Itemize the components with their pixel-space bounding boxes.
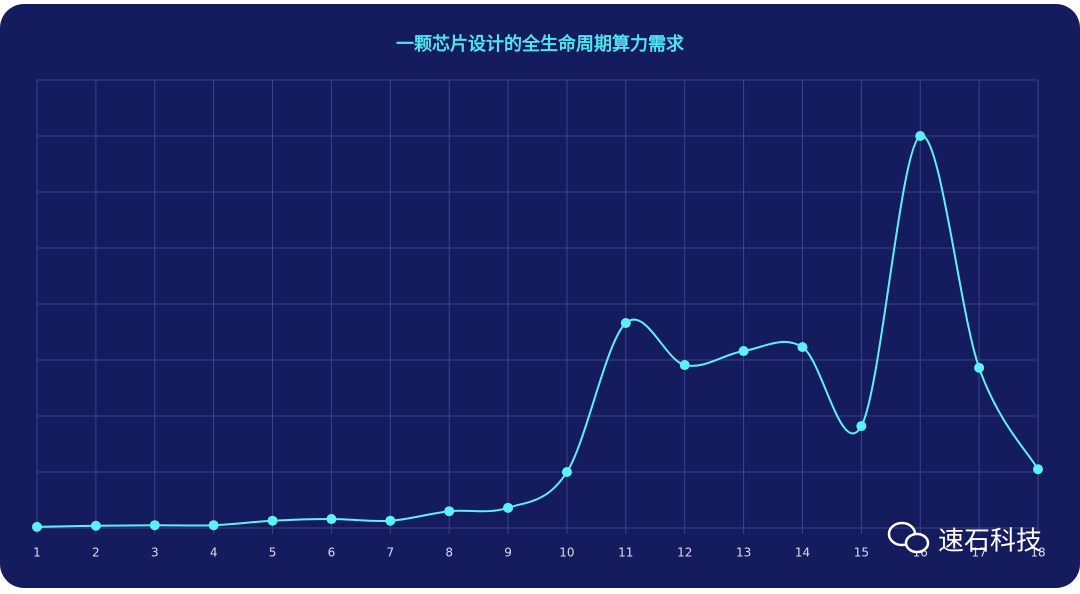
point: [503, 502, 514, 513]
point: [1033, 464, 1043, 475]
x-tick-label: 5: [269, 546, 277, 560]
point: [444, 506, 455, 517]
point: [797, 342, 808, 353]
x-tick-label: 17: [971, 546, 986, 560]
x-tick-label: 12: [677, 546, 692, 560]
line: [36, 134, 1039, 528]
point: [149, 520, 160, 531]
x-tick-label: 9: [504, 546, 512, 560]
x-tick-label: 8: [445, 546, 453, 560]
x-tick-label: 13: [736, 546, 751, 560]
point: [90, 520, 101, 531]
x-tick-label: 7: [386, 546, 394, 560]
point: [267, 515, 278, 526]
x-tick-label: 11: [618, 546, 633, 560]
point: [561, 467, 572, 477]
x-tick-label: 6: [328, 546, 336, 560]
x-tick-label: 1: [33, 546, 41, 560]
x-tick-label: 3: [151, 546, 159, 560]
x-tick-label: 15: [854, 546, 869, 560]
point: [974, 362, 985, 373]
point: [679, 360, 690, 371]
point: [856, 421, 867, 432]
point: [208, 520, 219, 531]
point: [32, 521, 42, 532]
chart-title: 一颗芯片设计的全生命周期算力需求: [396, 33, 685, 55]
x-tick-label: 14: [795, 546, 810, 560]
x-tick-label: 18: [1030, 546, 1045, 560]
point: [915, 131, 926, 141]
point: [385, 515, 396, 526]
x-tick-label: 4: [210, 546, 218, 560]
x-tick-label: 2: [92, 546, 100, 560]
point: [738, 346, 749, 357]
point: [326, 514, 337, 525]
watermark: 速石科技: [938, 527, 1042, 557]
card: [0, 4, 1080, 588]
x-tick-label: 10: [559, 546, 574, 560]
watermark-icon: [887, 521, 930, 554]
point: [620, 318, 631, 329]
